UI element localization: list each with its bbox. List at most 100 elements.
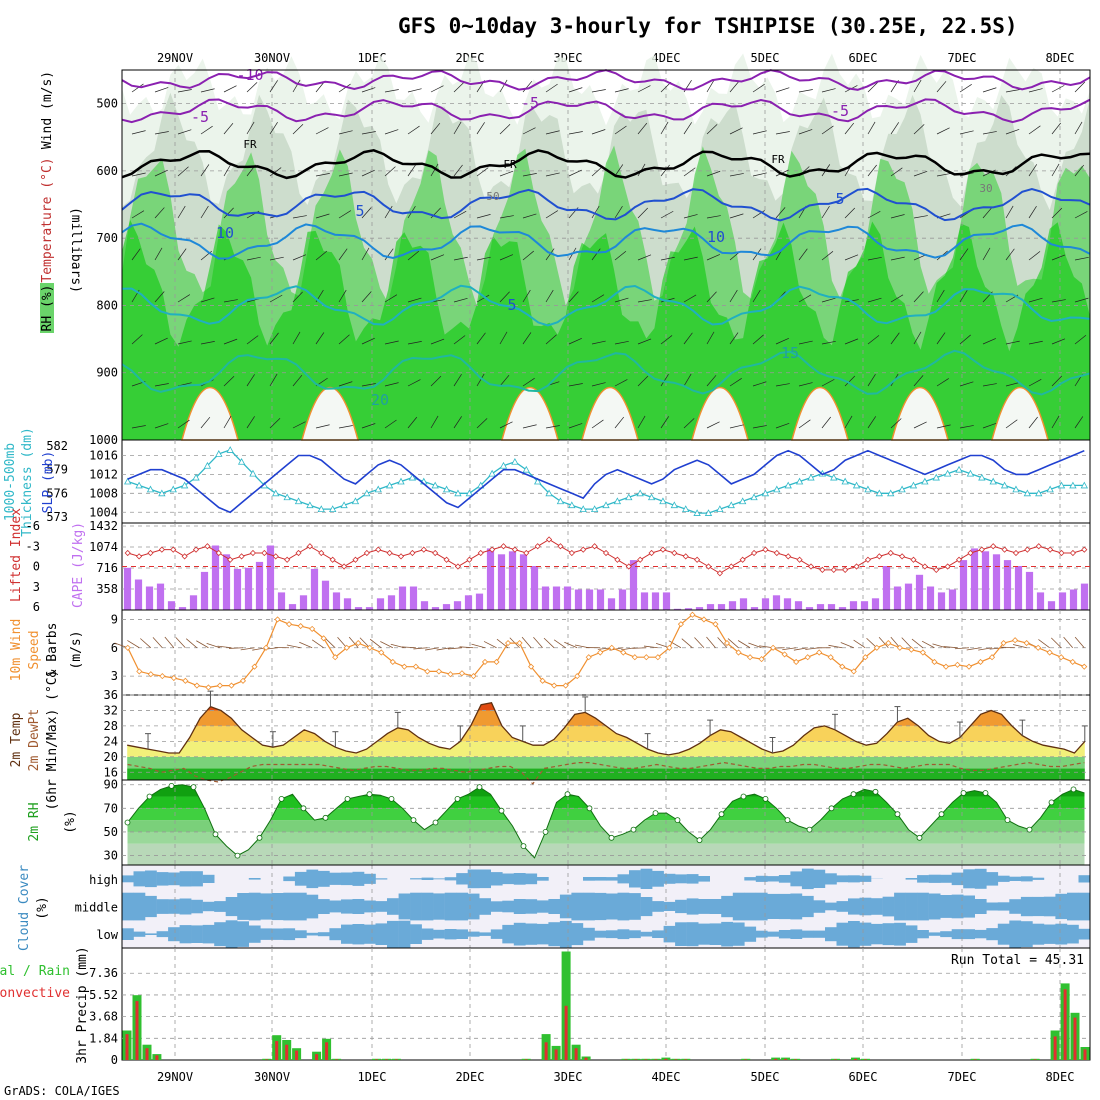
wind-barb	[913, 421, 927, 429]
wind-barb	[706, 124, 718, 135]
lifted-index-marker	[671, 549, 678, 557]
wind-barb	[269, 373, 278, 387]
thickness-marker	[625, 493, 633, 501]
wind-barb	[614, 250, 627, 261]
cloud-cell	[1020, 876, 1033, 882]
wind-barb	[522, 424, 537, 429]
thickness-marker	[852, 481, 861, 489]
wind-barb	[430, 122, 441, 135]
wind-barb	[407, 164, 417, 177]
lifted-index-marker	[819, 566, 826, 573]
thickness-marker	[397, 477, 405, 485]
wind-barb	[1051, 122, 1061, 135]
cloud-cell	[456, 929, 468, 939]
cloud-cell	[698, 899, 710, 914]
wind-speed-marker	[919, 649, 926, 656]
cloud-cell	[951, 894, 964, 919]
wind-barb	[338, 83, 351, 93]
wind-barb	[338, 130, 353, 135]
cloud-cell	[502, 900, 515, 913]
cloud-cell	[997, 875, 1010, 882]
surface-wind-barb	[694, 637, 705, 649]
cape-bar	[761, 598, 770, 610]
cape-bar	[475, 593, 484, 610]
contour-label: 15	[781, 344, 799, 362]
lifted-index-marker	[705, 563, 712, 570]
cape-bar	[134, 579, 143, 610]
cape-bar	[618, 589, 627, 610]
surface-wind-barb	[890, 636, 901, 649]
axis-label: RH (%)	[40, 285, 55, 332]
wind-barb	[729, 378, 742, 387]
wind-speed-marker	[585, 654, 592, 661]
cloud-cell	[375, 901, 388, 912]
cloud-cell	[168, 927, 180, 942]
date-label-top: 29NOV	[157, 51, 193, 65]
top-date-axis: 29NOV30NOV1DEC2DEC3DEC4DEC5DEC6DEC7DEC8D…	[157, 51, 1075, 65]
cloud-cell	[986, 872, 999, 886]
wind-barb	[1051, 338, 1066, 345]
cloud-cell	[951, 872, 964, 886]
wind-barb	[430, 85, 444, 93]
cape-bar	[255, 561, 264, 610]
thickness-marker	[989, 477, 997, 485]
cloud-cell	[571, 892, 584, 921]
wind-barb	[706, 421, 720, 429]
lifted-index-marker	[136, 553, 143, 560]
cloud-cell	[444, 877, 457, 881]
cloud-cell	[1055, 893, 1068, 920]
thickness-marker	[590, 505, 599, 513]
lifted-index-marker	[215, 549, 222, 557]
wind-barb	[1005, 248, 1015, 261]
wind-barb	[1074, 297, 1089, 303]
thickness-marker	[875, 489, 883, 497]
lifted-index-marker	[397, 553, 405, 560]
date-label-bottom: 6DEC	[849, 1070, 878, 1084]
thickness-marker	[682, 505, 690, 513]
cloud-cell	[629, 893, 641, 920]
cloud-cell	[882, 896, 895, 917]
footer-credit: GrADS: COLA/IGES	[4, 1084, 120, 1098]
cloud-cell	[663, 925, 676, 943]
lifted-index-marker	[523, 549, 530, 557]
cloud-cell	[755, 892, 768, 921]
cloud-cell	[548, 922, 561, 947]
cape-bar	[1069, 589, 1078, 610]
cloud-cell	[237, 893, 249, 920]
precip-convective-bar	[784, 1058, 788, 1060]
surface-wind-barb	[521, 636, 532, 649]
date-label-top: 4DEC	[652, 51, 681, 65]
thickness-marker	[761, 489, 770, 497]
cape-bar	[739, 598, 748, 610]
temp-tick: 24	[104, 734, 118, 748]
cloud-cell	[248, 892, 261, 921]
thickness-tick: 582	[46, 439, 68, 453]
wind-speed-marker	[401, 663, 408, 670]
slp-tick: 1016	[89, 448, 118, 462]
lifted-index-marker	[568, 549, 575, 557]
surface-wind-barb	[240, 647, 255, 651]
cloud-cell	[928, 874, 941, 883]
precip-convective-bar	[1083, 1049, 1087, 1060]
surface-wind-barb	[185, 638, 198, 649]
wind-speed-marker	[931, 658, 938, 666]
lifted-index-tick: -6	[26, 519, 40, 533]
wind-barb	[729, 332, 739, 345]
wind-barb	[223, 415, 232, 429]
rh-tick: 90	[104, 778, 118, 792]
cloud-cell	[986, 902, 999, 911]
lifted-index-marker	[1047, 546, 1054, 553]
surface-wind-barb	[152, 637, 163, 649]
wind-speed-marker	[977, 658, 984, 666]
cloud-cell	[156, 899, 169, 914]
surface-wind-barb	[359, 637, 371, 649]
axis-label: Temperature (°C)	[40, 157, 55, 282]
wind-barb	[499, 170, 514, 177]
precip-convective-bar	[644, 1059, 648, 1060]
cloud-cell	[329, 900, 342, 913]
surface-wind-barb	[413, 647, 428, 650]
thickness-marker	[317, 505, 325, 513]
rh-tick: 70	[104, 801, 118, 815]
wind-barb	[683, 167, 696, 177]
thickness-marker	[340, 501, 348, 509]
